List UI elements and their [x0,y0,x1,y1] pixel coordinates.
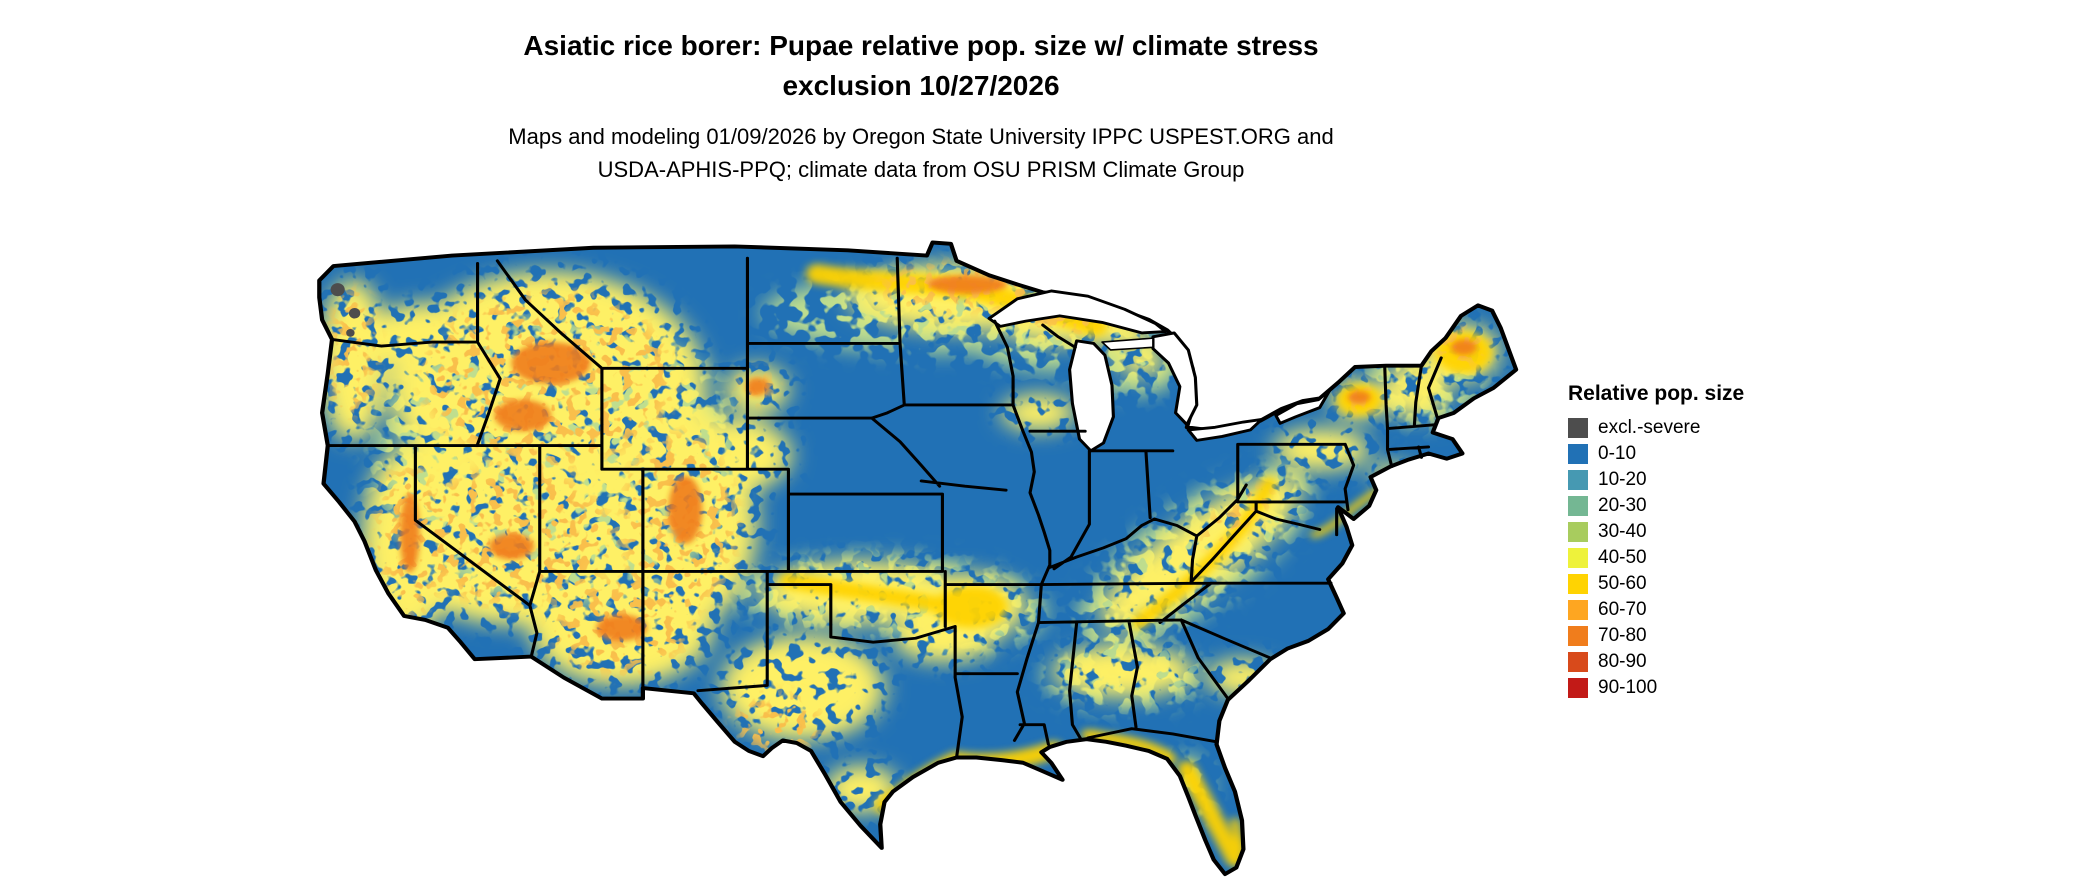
legend-label: 50-60 [1598,573,1647,594]
legend-swatch [1568,678,1588,698]
legend: Relative pop. size excl.-severe 0-10 10-… [1568,382,1744,704]
map-subtitle-line1: Maps and modeling 01/09/2026 by Oregon S… [508,124,1334,149]
legend-swatch [1568,418,1588,438]
legend-item: 50-60 [1568,573,1744,594]
legend-swatch [1568,444,1588,464]
lake-superior [987,289,1168,335]
legend-label: 90-100 [1598,677,1658,698]
terrain-blob [1451,339,1477,356]
legend-swatch [1568,652,1588,672]
legend-label: 60-70 [1598,599,1647,620]
us-map-svg [317,240,1519,877]
terrain-blob [330,283,345,297]
header: Asiatic rice borer: Pupae relative pop. … [300,26,1542,186]
legend-swatch [1568,600,1588,620]
legend-label: 0-10 [1598,443,1637,464]
lake-huron [1151,331,1199,427]
legend-label: 20-30 [1598,495,1647,516]
legend-item: 60-70 [1568,599,1744,620]
legend-label: 30-40 [1598,521,1647,542]
legend-label: 40-50 [1598,547,1647,568]
straits-of-mackinac [1101,337,1154,351]
terrain-excluded-severe [330,283,361,337]
legend-item: 30-40 [1568,521,1744,542]
legend-label: excl.-severe [1598,417,1701,438]
legend-item: 40-50 [1568,547,1744,568]
legend-item: 10-20 [1568,469,1744,490]
map-subtitle: Maps and modeling 01/09/2026 by Oregon S… [300,120,1542,186]
terrain-blob [1384,360,1447,419]
terrain-blob [1052,644,1194,698]
map-title-line2: exclusion 10/27/2026 [782,70,1060,101]
terrain-blob [668,475,703,544]
us-map [308,232,1526,882]
terrain-blob [1273,428,1370,471]
legend-item: 70-80 [1568,625,1744,646]
terrain-blob [348,308,361,319]
legend-swatch [1568,626,1588,646]
legend-label: 10-20 [1598,469,1647,490]
terrain-blob [825,765,899,813]
terrain-blob [511,342,591,385]
legend-title: Relative pop. size [1568,382,1745,405]
legend-item: excl.-severe [1568,417,1744,438]
terrain-blob [734,694,820,753]
map-subtitle-line2: USDA-APHIS-PPQ; climate data from OSU PR… [597,157,1245,182]
terrain-blob [596,614,648,641]
map-title: Asiatic rice borer: Pupae relative pop. … [300,26,1542,106]
legend-swatch [1568,522,1588,542]
legend-item: 90-100 [1568,677,1744,698]
lake-ontario [1274,389,1332,425]
terrain-blob [332,289,375,416]
legend-label: 80-90 [1598,651,1647,672]
legend-item: 20-30 [1568,495,1744,516]
terrain-blob [933,585,1008,628]
state-boundaries [326,256,1443,759]
terrain-blob [1119,344,1165,377]
terrain-orange-cores [399,275,1477,641]
terrain-blob [1206,659,1281,696]
terrain-blob [488,533,535,560]
terrain-blob [346,328,355,337]
terrain-blob [928,275,1008,294]
lake-erie [1186,417,1264,442]
map-title-line1: Asiatic rice borer: Pupae relative pop. … [523,30,1319,61]
legend-label: 70-80 [1598,625,1647,646]
terrain-blob [494,399,552,432]
legend-swatch [1568,496,1588,516]
terrain-blob [746,377,769,396]
legend-swatch [1568,548,1588,568]
legend-swatch [1568,574,1588,594]
terrain-blob [1347,390,1371,404]
legend-swatch [1568,470,1588,490]
lake-michigan [1068,339,1115,453]
terrain-band [1177,760,1245,867]
legend-item: 0-10 [1568,443,1744,464]
great-lakes [987,289,1332,453]
legend-item: 80-90 [1568,651,1744,672]
terrain-band [1230,817,1247,855]
